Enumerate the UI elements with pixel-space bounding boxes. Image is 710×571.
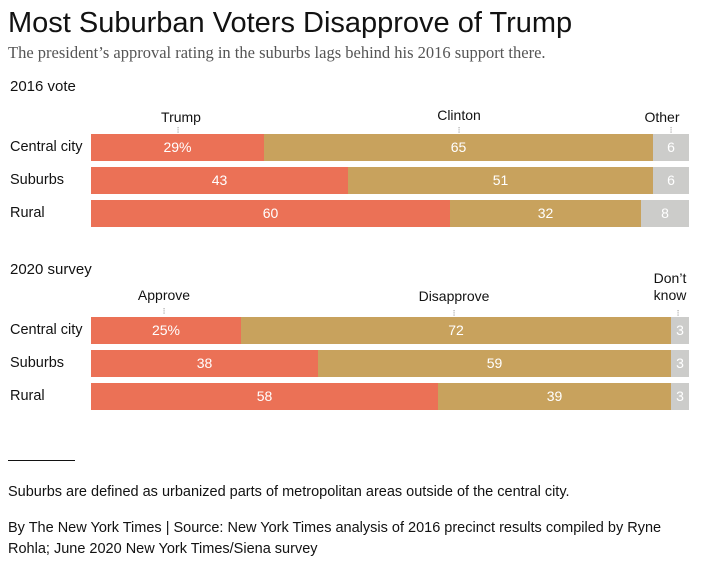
legend-label-trump: Trump <box>161 109 201 125</box>
data-label-other-suburbs: 6 <box>667 172 675 188</box>
legend-tick-approve: ⁝ <box>162 306 166 316</box>
bar-segment-clinton-rural <box>450 200 641 227</box>
legend-label-approve: Approve <box>137 287 191 303</box>
bar-row-rural-2020: 58 39 3 <box>91 383 689 410</box>
data-label-clinton-rural: 32 <box>537 205 554 221</box>
panel-title-2016: 2016 vote <box>10 78 76 95</box>
footnote-divider <box>8 460 75 461</box>
bar-segment-don-t-know-rural <box>671 383 689 410</box>
bar-segment-clinton-suburbs <box>348 167 653 194</box>
bar-segment-disapprove-central-city <box>241 317 671 344</box>
data-label-trump-rural: 60 <box>262 205 279 221</box>
bar-segment-trump-rural <box>91 200 450 227</box>
data-label-don-t-know-suburbs: 3 <box>676 355 684 371</box>
bar-segment-trump-central-city <box>91 134 264 161</box>
legend-label-clinton: Clinton <box>437 107 481 123</box>
legend-tick-dont-know: ⁝ <box>676 308 680 318</box>
bar-segment-don-t-know-suburbs <box>671 350 689 377</box>
bar-segment-trump-suburbs <box>91 167 348 194</box>
bar-row-suburbs-2016: 43 51 6 <box>91 167 689 194</box>
bar-segment-approve-suburbs <box>91 350 318 377</box>
chart-title: Most Suburban Voters Disapprove of Trump <box>8 7 573 39</box>
bar-segment-approve-rural <box>91 383 438 410</box>
row-label-rural-2020: Rural <box>10 388 45 404</box>
row-label-rural-2016: Rural <box>10 205 45 221</box>
row-label-suburbs-2016: Suburbs <box>10 172 65 188</box>
data-label-don-t-know-central-city: 3 <box>676 322 684 338</box>
row-label-central-city-2020: Central city <box>10 322 83 338</box>
legend-label-dont-know: Don’t know <box>653 270 687 303</box>
bar-segment-disapprove-rural <box>438 383 671 410</box>
bar-row-central-city-2020: 25% 72 3 <box>91 317 689 344</box>
legend-tick-trump: ⁝ <box>176 125 180 135</box>
data-label-approve-suburbs: 38 <box>196 355 213 371</box>
row-label-suburbs-2020: Suburbs <box>10 355 65 371</box>
row-label-central-city-2016: Central city <box>10 139 83 155</box>
data-label-disapprove-central-city: 72 <box>448 322 464 338</box>
legend-tick-other: ⁝ <box>669 125 673 135</box>
bar-segment-disapprove-suburbs <box>318 350 671 377</box>
data-label-approve-rural: 58 <box>256 388 273 404</box>
data-label-clinton-central-city: 65 <box>450 139 467 155</box>
bar-row-central-city-2016: 29% 65 6 <box>91 134 689 161</box>
data-label-disapprove-rural: 39 <box>546 388 563 404</box>
data-label-disapprove-suburbs: 59 <box>486 355 503 371</box>
bar-segment-other-rural <box>641 200 689 227</box>
data-label-don-t-know-rural: 3 <box>676 388 684 404</box>
bar-segment-other-suburbs <box>653 167 689 194</box>
bar-row-suburbs-2020: 38 59 3 <box>91 350 689 377</box>
footnote: Suburbs are defined as urbanized parts o… <box>8 484 570 500</box>
panel-title-2020: 2020 survey <box>10 261 92 278</box>
chart-subtitle: The president’s approval rating in the s… <box>8 43 546 62</box>
bar-row-rural-2016: 60 32 8 <box>91 200 689 227</box>
bar-segment-approve-central-city <box>91 317 241 344</box>
bar-segment-other-central-city <box>653 134 689 161</box>
data-label-other-central-city: 6 <box>667 139 675 155</box>
source-credit: By The New York Times | Source: New York… <box>8 520 662 557</box>
data-label-other-rural: 8 <box>661 205 669 221</box>
legend-tick-disapprove: ⁝ <box>452 308 456 318</box>
legend-tick-clinton: ⁝ <box>457 125 461 135</box>
data-label-trump-central-city: 29% <box>163 139 192 155</box>
bar-segment-don-t-know-central-city <box>671 317 689 344</box>
data-label-approve-central-city: 25% <box>151 322 181 338</box>
data-label-trump-suburbs: 43 <box>211 172 228 188</box>
data-label-clinton-suburbs: 51 <box>492 172 509 188</box>
legend-label-disapprove: Disapprove <box>418 288 490 304</box>
legend-label-other: Other <box>644 109 680 125</box>
bar-segment-clinton-central-city <box>264 134 653 161</box>
